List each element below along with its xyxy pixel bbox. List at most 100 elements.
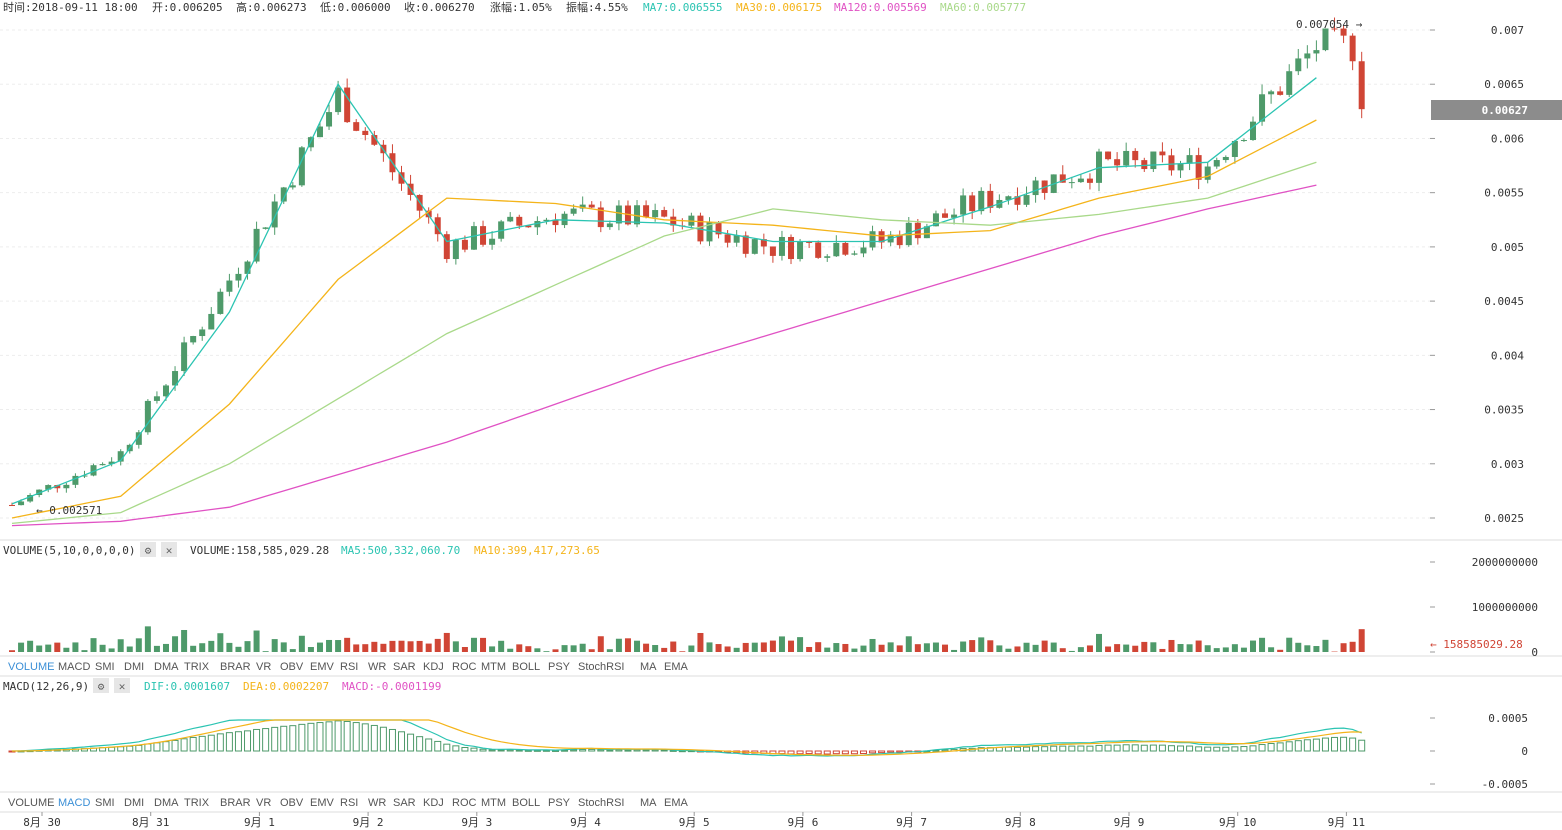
date-label: 9月 4 [570, 816, 601, 829]
volume-bar [797, 637, 804, 652]
price-tick-label: 0.0035 [1484, 404, 1524, 417]
info-ma7: MA7:0.006555 [643, 1, 722, 14]
candle-body [932, 213, 939, 227]
candle-body [1268, 91, 1275, 95]
tab-sar[interactable]: SAR [393, 797, 416, 809]
tab-vr[interactable]: VR [256, 661, 271, 673]
macd-bar [225, 732, 233, 752]
volume-bar [72, 642, 79, 652]
volume-bar [1286, 637, 1293, 652]
volume-bar [923, 643, 930, 652]
tab-wr[interactable]: WR [368, 797, 386, 809]
price-tick-label: 0.006 [1491, 132, 1524, 145]
tab-stochrsi[interactable]: StochRSI [578, 797, 624, 809]
candle-body [1240, 140, 1247, 142]
tab-mtm[interactable]: MTM [481, 661, 506, 673]
tab-macd[interactable]: MACD [58, 797, 90, 809]
tab-stochrsi[interactable]: StochRSI [578, 661, 624, 673]
tab-emv[interactable]: EMV [310, 797, 335, 809]
tab-macd[interactable]: MACD [58, 661, 90, 673]
candle-body [969, 195, 976, 212]
tab-ma[interactable]: MA [640, 797, 657, 809]
tab-psy[interactable]: PSY [548, 661, 571, 673]
tab-trix[interactable]: TRIX [184, 797, 210, 809]
candle-body [443, 234, 450, 260]
candle-body [760, 239, 767, 247]
candle-body [1340, 28, 1347, 36]
tab-obv[interactable]: OBV [280, 797, 304, 809]
tab-boll[interactable]: BOLL [512, 661, 540, 673]
tab-dma[interactable]: DMA [154, 661, 179, 673]
volume-bar [416, 640, 423, 652]
volume-bar [1295, 642, 1302, 652]
tab-rsi[interactable]: RSI [340, 661, 358, 673]
tab-obv[interactable]: OBV [280, 661, 304, 673]
tab-dma[interactable]: DMA [154, 797, 179, 809]
volume-bar [1340, 643, 1347, 652]
macd-bar [579, 749, 587, 752]
candle-body [579, 204, 586, 209]
volume-bar [1050, 642, 1057, 652]
close-icon: ✕ [166, 544, 173, 557]
tab-dmi[interactable]: DMI [124, 797, 144, 809]
macd-bar [162, 741, 170, 752]
tab-psy[interactable]: PSY [548, 797, 571, 809]
tab-smi[interactable]: SMI [95, 661, 115, 673]
tab-volume[interactable]: VOLUME [8, 797, 54, 809]
candle-body [824, 256, 831, 258]
tab-wr[interactable]: WR [368, 661, 386, 673]
volume-bar [1249, 640, 1256, 652]
tab-smi[interactable]: SMI [95, 797, 115, 809]
tab-kdj[interactable]: KDJ [423, 797, 444, 809]
macd-bar [198, 735, 206, 752]
tab-dmi[interactable]: DMI [124, 661, 144, 673]
volume-bar [525, 646, 532, 652]
volume-bar [181, 629, 188, 652]
volume-bar [1358, 629, 1365, 652]
info-change: 涨幅:1.05% [490, 1, 552, 14]
volume-bar [1114, 644, 1121, 652]
tab-mtm[interactable]: MTM [481, 797, 506, 809]
tab-brar[interactable]: BRAR [220, 661, 251, 673]
current-price-label: 0.00627 [1482, 104, 1528, 117]
tab-ema[interactable]: EMA [664, 661, 689, 673]
tab-roc[interactable]: ROC [452, 661, 477, 673]
time-axis: 8月 30 8月 31 9月 1 9月 2 9月 3 9月 4 9月 5 9月 6 9月 7 9月… [23, 812, 1365, 829]
tab-emv[interactable]: EMV [310, 661, 335, 673]
tab-ema[interactable]: EMA [664, 797, 689, 809]
macd-bar [1032, 746, 1040, 752]
volume-settings-button[interactable]: ⚙ [140, 542, 156, 557]
volume-bar [951, 649, 958, 652]
tab-rsi[interactable]: RSI [340, 797, 358, 809]
volume-close-button[interactable]: ✕ [161, 542, 177, 557]
macd-bar [180, 738, 188, 752]
candle-body [1349, 35, 1356, 62]
macd-close-button[interactable]: ✕ [114, 678, 130, 693]
tab-vr[interactable]: VR [256, 797, 271, 809]
candle-body [606, 223, 613, 228]
candle-body [788, 236, 795, 260]
candle-body [1086, 178, 1093, 183]
tab-kdj[interactable]: KDJ [423, 661, 444, 673]
macd-settings-button[interactable]: ⚙ [93, 678, 109, 693]
tab-volume[interactable]: VOLUME [8, 661, 54, 673]
tab-brar[interactable]: BRAR [220, 797, 251, 809]
tab-trix[interactable]: TRIX [184, 661, 210, 673]
tab-ma[interactable]: MA [640, 661, 657, 673]
tab-sar[interactable]: SAR [393, 661, 416, 673]
candle-body [697, 215, 704, 242]
macd-axis: 0.0005 0 -0.0005 [1430, 712, 1528, 791]
candle-body [425, 210, 432, 218]
tab-roc[interactable]: ROC [452, 797, 477, 809]
candle-body [806, 241, 813, 243]
volume-bar [905, 636, 912, 652]
volume-bar [1105, 646, 1112, 652]
macd-indicator-label: MACD(12,26,9) [3, 680, 89, 693]
candle-body [1150, 151, 1157, 170]
volume-bar [534, 648, 541, 652]
candle-body [715, 222, 722, 235]
price-tick-label: 0.007 [1491, 24, 1524, 37]
tab-boll[interactable]: BOLL [512, 797, 540, 809]
volume-bar [760, 642, 767, 652]
